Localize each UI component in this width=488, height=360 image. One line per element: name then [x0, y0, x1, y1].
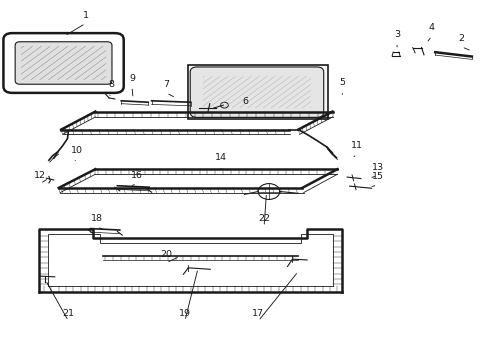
Text: 22: 22 [258, 214, 269, 223]
Text: 17: 17 [252, 309, 264, 318]
FancyBboxPatch shape [15, 42, 112, 84]
Text: 4: 4 [428, 23, 434, 32]
Text: 8: 8 [108, 80, 114, 89]
Text: 15: 15 [371, 172, 383, 181]
Text: 6: 6 [242, 97, 248, 106]
Text: 12: 12 [34, 171, 46, 180]
Text: 14: 14 [215, 153, 226, 162]
FancyBboxPatch shape [190, 67, 323, 117]
Text: 20: 20 [160, 250, 172, 259]
FancyBboxPatch shape [3, 33, 123, 93]
Text: 5: 5 [339, 78, 345, 87]
Text: 1: 1 [82, 11, 88, 20]
Text: 3: 3 [393, 30, 399, 39]
Text: 19: 19 [179, 309, 190, 318]
Text: 10: 10 [71, 146, 83, 155]
Bar [188, 65, 327, 119]
Text: 18: 18 [91, 214, 102, 223]
Text: 11: 11 [350, 141, 362, 150]
Text: 21: 21 [62, 309, 74, 318]
Text: 13: 13 [371, 163, 383, 172]
Text: 9: 9 [129, 74, 135, 83]
Text: 2: 2 [458, 34, 464, 43]
Text: 7: 7 [163, 80, 169, 89]
Text: 16: 16 [131, 171, 142, 180]
